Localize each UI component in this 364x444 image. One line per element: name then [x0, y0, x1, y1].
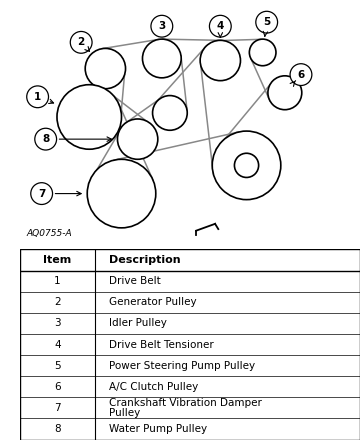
Text: 3: 3 — [158, 21, 166, 31]
Text: 5: 5 — [263, 17, 270, 27]
Circle shape — [212, 131, 281, 200]
Circle shape — [118, 119, 158, 159]
Circle shape — [249, 39, 276, 66]
Text: 8: 8 — [54, 424, 61, 434]
Text: 3: 3 — [54, 318, 61, 329]
Text: AQ0755-A: AQ0755-A — [27, 229, 72, 238]
Text: Drive Belt Tensioner: Drive Belt Tensioner — [108, 340, 213, 349]
Text: A/C Clutch Pulley: A/C Clutch Pulley — [108, 382, 198, 392]
Text: Power Steering Pump Pulley: Power Steering Pump Pulley — [108, 361, 255, 371]
Text: 4: 4 — [54, 340, 61, 349]
Text: 8: 8 — [42, 134, 49, 144]
Circle shape — [234, 153, 259, 178]
Text: 4: 4 — [217, 21, 224, 31]
Text: 6: 6 — [297, 70, 305, 79]
Text: 7: 7 — [54, 403, 61, 413]
Circle shape — [256, 11, 278, 33]
Circle shape — [153, 95, 187, 130]
Text: Water Pump Pulley: Water Pump Pulley — [108, 424, 207, 434]
Circle shape — [87, 159, 156, 228]
Circle shape — [200, 40, 241, 81]
Text: Description: Description — [108, 254, 180, 265]
Text: Item: Item — [43, 254, 72, 265]
Text: 6: 6 — [54, 382, 61, 392]
Text: 7: 7 — [38, 189, 46, 198]
Text: Drive Belt: Drive Belt — [108, 276, 160, 286]
Circle shape — [57, 85, 122, 149]
Text: Idler Pulley: Idler Pulley — [108, 318, 166, 329]
Circle shape — [209, 16, 231, 37]
Circle shape — [151, 16, 173, 37]
Circle shape — [31, 182, 52, 205]
Circle shape — [268, 76, 302, 110]
Text: 2: 2 — [54, 297, 61, 307]
Circle shape — [70, 32, 92, 53]
Text: Pulley: Pulley — [108, 408, 140, 418]
Circle shape — [35, 128, 56, 150]
Circle shape — [142, 39, 181, 78]
Circle shape — [290, 64, 312, 86]
Text: 1: 1 — [54, 276, 61, 286]
Text: Generator Pulley: Generator Pulley — [108, 297, 196, 307]
Text: 5: 5 — [54, 361, 61, 371]
Circle shape — [85, 48, 126, 89]
Text: Crankshaft Vibration Damper: Crankshaft Vibration Damper — [108, 398, 261, 408]
Circle shape — [27, 86, 48, 108]
Text: 1: 1 — [34, 92, 41, 102]
Text: 2: 2 — [78, 37, 85, 48]
